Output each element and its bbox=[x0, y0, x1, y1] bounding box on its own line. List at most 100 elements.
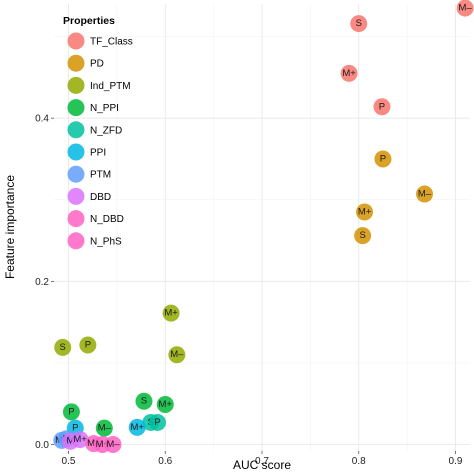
legend-swatch bbox=[67, 143, 85, 161]
point-marker bbox=[62, 403, 80, 421]
legend-label: N_PhS bbox=[90, 236, 122, 247]
legend-item: N_PPI bbox=[67, 99, 119, 117]
data-point: M– bbox=[95, 419, 113, 437]
data-point: P bbox=[374, 150, 392, 168]
legend-item: PPI bbox=[67, 143, 106, 161]
point-marker bbox=[104, 435, 122, 453]
legend-swatch bbox=[67, 54, 85, 72]
data-points: M–SM+PPM–M+SM+PSM–PSM+M–SPPM+M–MMM+M–M+M… bbox=[53, 0, 474, 453]
data-point: M+ bbox=[356, 203, 374, 221]
y-tick-label: 0.4 bbox=[35, 114, 49, 125]
point-marker bbox=[79, 336, 97, 354]
point-label: S bbox=[60, 342, 66, 353]
point-marker bbox=[356, 203, 374, 221]
point-label: M+ bbox=[342, 68, 356, 79]
point-label: M+ bbox=[159, 399, 173, 410]
legend-item: N_DBD bbox=[67, 210, 124, 228]
legend-swatch bbox=[67, 32, 85, 50]
legend-swatch bbox=[67, 76, 85, 94]
point-marker bbox=[456, 0, 474, 17]
point-marker bbox=[149, 413, 167, 431]
data-point: P bbox=[373, 98, 391, 116]
x-tick-label: 0.8 bbox=[352, 456, 366, 467]
point-label: M– bbox=[418, 189, 432, 200]
x-tick-label: 0.7 bbox=[255, 456, 269, 467]
legend-swatch bbox=[67, 99, 85, 117]
x-axis-ticks: 0.5 0.6 0.7 0.8 0.9 bbox=[62, 451, 463, 467]
point-label: M+ bbox=[130, 422, 144, 433]
point-label: P bbox=[380, 153, 386, 164]
legend: Properties TF_Class PD Ind_PTM N_PPI N_ZFD PP… bbox=[63, 15, 133, 250]
point-marker bbox=[162, 304, 180, 322]
point-label: M+ bbox=[164, 308, 178, 319]
point-marker bbox=[354, 227, 372, 245]
legend-label: PPI bbox=[90, 148, 106, 159]
data-point: S bbox=[54, 338, 72, 356]
data-point: M– bbox=[104, 435, 122, 453]
point-marker bbox=[156, 396, 174, 414]
data-point: P bbox=[149, 413, 167, 431]
point-marker bbox=[340, 64, 358, 82]
legend-swatch bbox=[67, 165, 85, 183]
point-label: P bbox=[154, 417, 160, 428]
point-label: M+ bbox=[358, 207, 372, 218]
point-label: M– bbox=[170, 349, 184, 360]
point-label: P bbox=[379, 101, 385, 112]
legend-label: Ind_PTM bbox=[90, 81, 131, 92]
data-point: P bbox=[79, 336, 97, 354]
data-point: M– bbox=[456, 0, 474, 17]
point-marker bbox=[135, 392, 153, 410]
data-point: M– bbox=[168, 346, 186, 364]
legend-title: Properties bbox=[63, 15, 115, 27]
gridlines bbox=[54, 4, 470, 451]
legend-item: N_ZFD bbox=[67, 121, 122, 139]
legend-label: PTM bbox=[90, 170, 111, 181]
point-marker bbox=[168, 346, 186, 364]
x-tick-label: 0.5 bbox=[62, 456, 76, 467]
y-axis-title: Feature importance bbox=[3, 175, 17, 279]
legend-item: PTM bbox=[67, 165, 111, 183]
data-point: M+ bbox=[156, 396, 174, 414]
point-marker bbox=[54, 338, 72, 356]
data-point: M+ bbox=[340, 64, 358, 82]
legend-items: TF_Class PD Ind_PTM N_PPI N_ZFD PPI PTM DBD N_DB… bbox=[67, 32, 133, 250]
point-label: S bbox=[359, 230, 365, 241]
point-label: M bbox=[66, 436, 74, 447]
data-point: S bbox=[350, 15, 368, 33]
legend-swatch bbox=[67, 232, 85, 250]
legend-item: PD bbox=[67, 54, 104, 72]
point-label: M+ bbox=[96, 439, 110, 450]
legend-label: N_PPI bbox=[90, 103, 119, 114]
data-point: S bbox=[135, 392, 153, 410]
point-marker bbox=[128, 418, 146, 436]
data-point: M+ bbox=[128, 418, 146, 436]
legend-swatch bbox=[67, 187, 85, 205]
point-label: M+ bbox=[73, 434, 87, 445]
point-marker bbox=[374, 150, 392, 168]
point-marker bbox=[71, 431, 89, 449]
legend-label: N_DBD bbox=[90, 214, 124, 225]
legend-swatch bbox=[67, 121, 85, 139]
point-label: M– bbox=[106, 439, 120, 450]
x-tick-label: 0.9 bbox=[449, 456, 463, 467]
point-label: M– bbox=[459, 3, 473, 14]
legend-item: Ind_PTM bbox=[67, 76, 131, 94]
legend-item: TF_Class bbox=[67, 32, 133, 50]
data-point: S bbox=[354, 227, 372, 245]
y-axis-ticks: 0.0 0.2 0.4 bbox=[35, 114, 54, 451]
point-label: S bbox=[141, 396, 147, 407]
legend-item: DBD bbox=[67, 187, 111, 205]
point-marker bbox=[95, 419, 113, 437]
x-tick-label: 0.6 bbox=[158, 456, 172, 467]
legend-label: N_ZFD bbox=[90, 125, 122, 136]
point-label: P bbox=[68, 406, 74, 417]
data-point: P bbox=[62, 403, 80, 421]
legend-label: TF_Class bbox=[90, 37, 133, 48]
point-label: S bbox=[356, 18, 362, 29]
point-label: M– bbox=[98, 423, 112, 434]
data-point: M– bbox=[416, 185, 434, 203]
y-tick-label: 0.2 bbox=[35, 277, 49, 288]
x-axis-title: AUC score bbox=[233, 458, 291, 472]
y-tick-label: 0.0 bbox=[35, 440, 49, 451]
